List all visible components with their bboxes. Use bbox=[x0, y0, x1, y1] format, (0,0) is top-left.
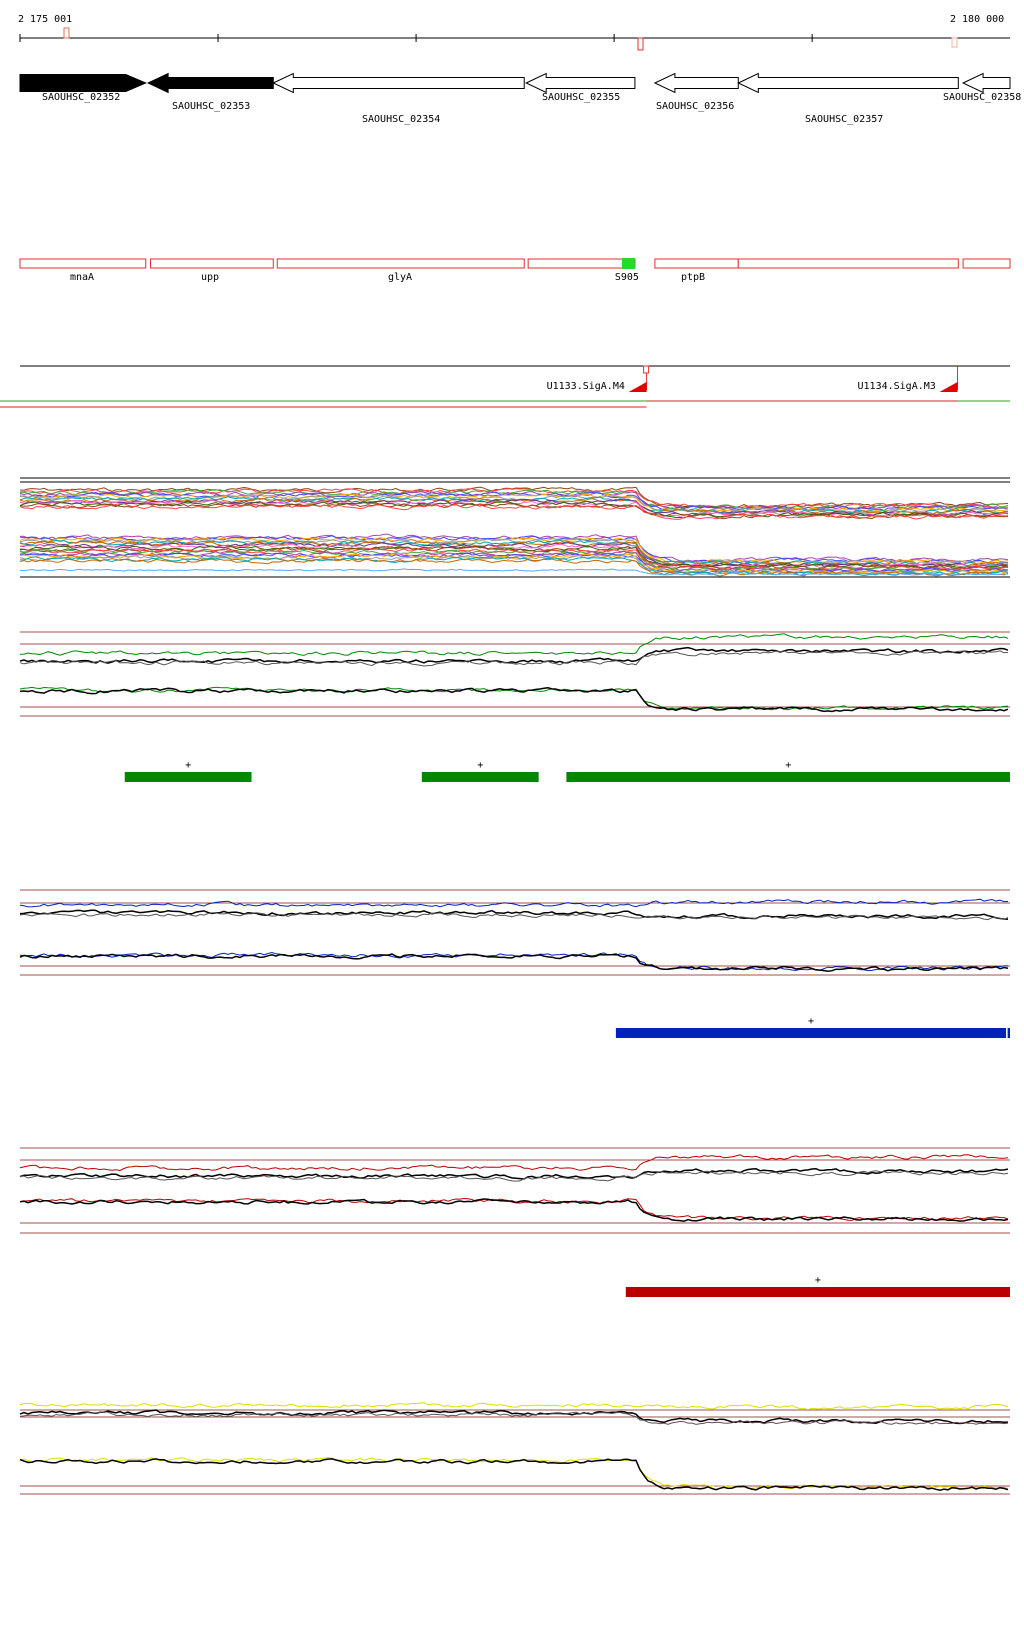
operon-box bbox=[276, 258, 525, 269]
operon-box bbox=[527, 258, 636, 269]
segments-red: + bbox=[625, 1275, 1010, 1297]
operon-label: glyA bbox=[388, 272, 412, 283]
segments-green: + + + bbox=[124, 760, 1010, 782]
promoter-label: U1133.SigA.M4 bbox=[547, 381, 625, 392]
segment-bar bbox=[124, 772, 252, 782]
operon-box bbox=[150, 258, 274, 269]
gene-arrow bbox=[653, 72, 739, 94]
profile-line bbox=[19, 493, 1009, 513]
promoter-marker bbox=[643, 365, 650, 374]
profile-line bbox=[19, 650, 1009, 667]
profile-line bbox=[19, 568, 1009, 576]
expression-profile-yellow bbox=[19, 1402, 1010, 1495]
gene-arrow bbox=[146, 72, 274, 94]
gene-label: SAOUHSC_02354 bbox=[362, 114, 440, 125]
profile-line bbox=[19, 898, 1009, 908]
profile-line bbox=[19, 646, 1009, 664]
promoter-arrow bbox=[939, 382, 958, 392]
profile-line bbox=[19, 909, 1009, 921]
gene-label: SAOUHSC_02356 bbox=[656, 101, 734, 112]
profile-line bbox=[19, 912, 1009, 921]
profile-line bbox=[19, 1167, 1009, 1180]
gene-label: SAOUHSC_02358 bbox=[943, 92, 1021, 103]
gene-arrow bbox=[525, 72, 636, 94]
segment-label: + bbox=[185, 760, 191, 771]
profile-line bbox=[19, 1409, 1009, 1425]
profile-line bbox=[19, 552, 1009, 574]
profile-line bbox=[19, 558, 1009, 577]
promoter-track: U1133.SigA.M4 U1134.SigA.M3 bbox=[20, 365, 1010, 392]
profile-line bbox=[19, 1458, 1009, 1491]
profile-line bbox=[19, 1154, 1009, 1172]
operon-label: mnaA bbox=[70, 272, 94, 283]
operon-box bbox=[962, 258, 1011, 269]
profile-line bbox=[19, 539, 1009, 566]
operon-track: mnaA upp glyA ptpB S905 bbox=[19, 258, 1011, 283]
segment-label: + bbox=[815, 1275, 821, 1286]
profile-line bbox=[19, 1170, 1009, 1182]
expression-profile-red bbox=[19, 1147, 1010, 1234]
promoter-arrow bbox=[628, 382, 647, 392]
profile-line bbox=[19, 633, 1009, 656]
operon-box bbox=[737, 258, 959, 269]
gene-arrow bbox=[19, 74, 148, 92]
profile-line bbox=[19, 1411, 1009, 1425]
gene-arrow bbox=[961, 72, 1011, 94]
operon-box bbox=[19, 258, 147, 269]
operon-label: upp bbox=[201, 272, 219, 283]
promoter-label: U1134.SigA.M3 bbox=[858, 381, 936, 392]
segment-bar bbox=[1007, 1028, 1010, 1038]
segment-bar bbox=[421, 772, 539, 782]
gene-label: SAOUHSC_02352 bbox=[42, 92, 120, 103]
transcript-track bbox=[0, 400, 1010, 408]
operon-marker-label: S905 bbox=[615, 272, 639, 283]
gene-label: SAOUHSC_02353 bbox=[172, 101, 250, 112]
ruler-marker bbox=[951, 37, 958, 48]
operon-box bbox=[654, 258, 739, 269]
gene-label: SAOUHSC_02355 bbox=[542, 92, 620, 103]
segments-blue: + bbox=[615, 1016, 1010, 1038]
segment-bar bbox=[625, 1287, 1010, 1297]
segment-label: + bbox=[477, 760, 483, 771]
gene-track: SAOUHSC_02352 SAOUHSC_02353 SAOUHSC_02354 S… bbox=[19, 72, 1021, 125]
profile-line bbox=[19, 494, 1009, 514]
profile-line bbox=[19, 953, 1009, 972]
profile-line bbox=[19, 502, 1009, 520]
ruler-end-label: 2 180 000 bbox=[950, 14, 1004, 25]
expression-profile-blue bbox=[19, 889, 1010, 976]
ruler-marker bbox=[63, 27, 70, 39]
ruler-start-label: 2 175 001 bbox=[18, 14, 72, 25]
segment-label: + bbox=[785, 760, 791, 771]
profile-line bbox=[19, 498, 1009, 517]
profile-line bbox=[19, 951, 1009, 972]
profile-line bbox=[19, 1402, 1009, 1411]
gene-label: SAOUHSC_02357 bbox=[805, 114, 883, 125]
gene-arrow bbox=[272, 72, 525, 94]
profile-line bbox=[19, 1198, 1009, 1222]
profile-line bbox=[19, 687, 1009, 713]
gene-arrow bbox=[737, 72, 959, 94]
segment-bar bbox=[615, 1028, 1007, 1038]
coordinate-ruler: 2 175 001 2 180 000 bbox=[18, 14, 1010, 51]
profile-line bbox=[19, 491, 1009, 511]
expression-profile-green bbox=[19, 631, 1010, 717]
profile-line bbox=[19, 686, 1009, 711]
operon-marker bbox=[621, 258, 635, 269]
ruler-marker bbox=[637, 37, 644, 51]
segment-label: + bbox=[808, 1016, 814, 1027]
expression-profiles-all bbox=[19, 477, 1010, 578]
segment-bar bbox=[566, 772, 1010, 782]
operon-label: ptpB bbox=[681, 272, 705, 283]
profile-line bbox=[19, 541, 1009, 568]
